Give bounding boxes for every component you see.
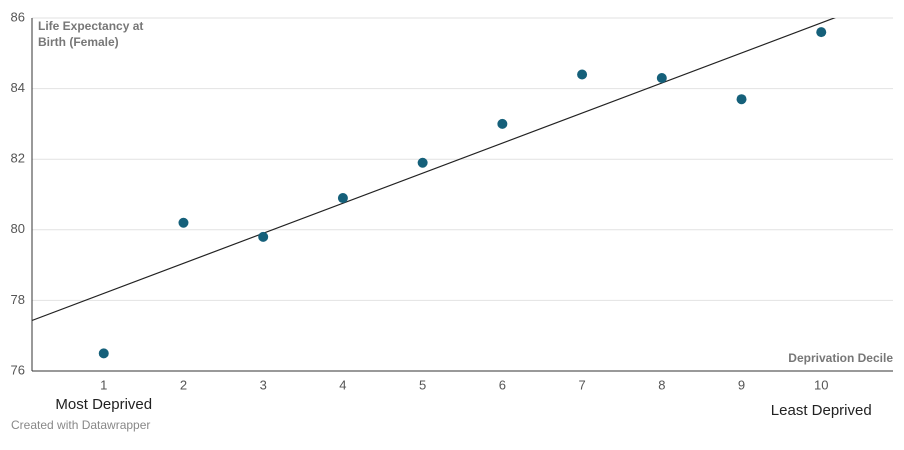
y-tick-label: 86 xyxy=(11,9,25,24)
point xyxy=(497,118,508,129)
y-tick-label: 78 xyxy=(11,292,25,307)
trend-line xyxy=(32,18,836,322)
x-tick-label: 2 xyxy=(180,377,187,392)
y-axis-label: Life Expectancy at Birth (Female) xyxy=(38,19,144,49)
x-tick-label: 9 xyxy=(738,377,745,392)
point xyxy=(816,27,827,38)
y-tick-label: 76 xyxy=(11,362,25,377)
x-tick-label: 6 xyxy=(499,377,506,392)
annotation: Most Deprived xyxy=(55,396,152,413)
y-tick-label: 80 xyxy=(11,221,25,236)
x-tick-label: 10 xyxy=(814,377,828,392)
y-tick-label: 84 xyxy=(11,80,25,95)
x-tick-label: 8 xyxy=(658,377,665,392)
point xyxy=(577,69,588,80)
point xyxy=(736,94,747,105)
x-tick-label: 1 xyxy=(100,377,107,392)
y-tick-label: 82 xyxy=(11,151,25,166)
x-tick-label: 4 xyxy=(339,377,346,392)
point xyxy=(258,231,269,242)
footer: Created with Datawrapper xyxy=(11,418,151,432)
point xyxy=(337,193,348,204)
point xyxy=(417,157,428,168)
point xyxy=(656,73,667,84)
x-tick-label: 5 xyxy=(419,377,426,392)
annotation: Least Deprived xyxy=(771,402,872,419)
x-axis-label: Deprivation Decile xyxy=(788,351,893,365)
point xyxy=(98,348,109,359)
point xyxy=(178,217,189,228)
x-tick-label: 7 xyxy=(578,377,585,392)
x-tick-label: 3 xyxy=(260,377,267,392)
